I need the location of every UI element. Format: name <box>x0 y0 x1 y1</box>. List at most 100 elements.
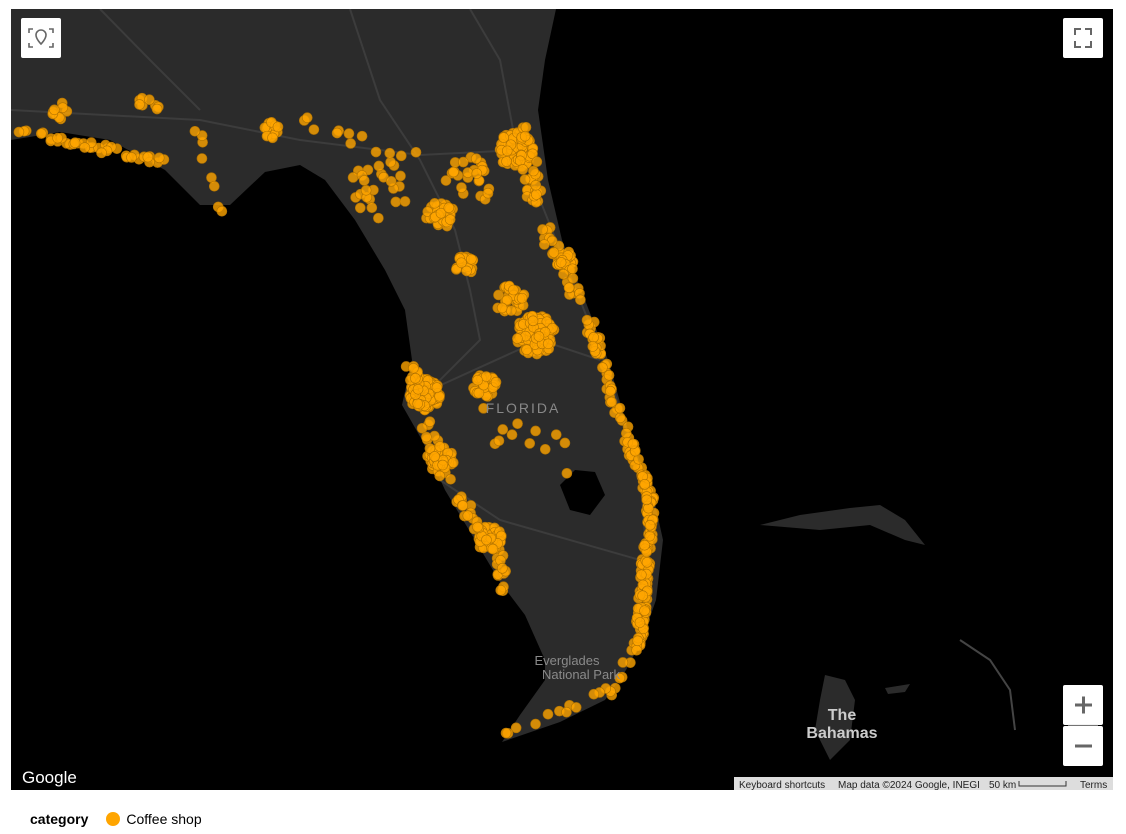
coffee-shop-marker[interactable] <box>343 128 355 139</box>
coffee-shop-marker[interactable] <box>641 494 653 506</box>
coffee-shop-marker[interactable] <box>471 168 483 179</box>
coffee-shop-marker[interactable] <box>497 563 508 574</box>
coffee-shop-marker[interactable] <box>603 370 615 381</box>
coffee-shop-marker[interactable] <box>634 617 646 628</box>
coffee-shop-marker[interactable] <box>347 172 359 183</box>
coffee-shop-marker[interactable] <box>399 196 411 207</box>
coffee-shop-marker[interactable] <box>472 374 483 386</box>
coffee-shop-marker[interactable] <box>510 722 522 734</box>
coffee-shop-marker[interactable] <box>445 473 456 485</box>
coffee-shop-marker[interactable] <box>456 182 467 193</box>
coffee-shop-marker[interactable] <box>521 344 533 356</box>
coffee-shop-marker[interactable] <box>520 121 532 133</box>
coffee-shop-marker[interactable] <box>79 142 91 153</box>
coffee-shop-marker[interactable] <box>429 198 440 209</box>
coffee-shop-marker[interactable] <box>435 207 447 219</box>
coffee-shop-marker[interactable] <box>434 441 446 452</box>
coffee-shop-marker[interactable] <box>196 153 208 164</box>
coffee-shop-marker[interactable] <box>470 153 482 164</box>
coffee-shop-marker[interactable] <box>644 530 656 542</box>
coffee-shop-marker[interactable] <box>524 438 536 449</box>
coffee-shop-marker[interactable] <box>462 510 474 522</box>
coffee-shop-marker[interactable] <box>456 257 467 269</box>
coffee-shop-marker[interactable] <box>542 708 554 720</box>
coffee-shop-marker[interactable] <box>567 263 578 275</box>
coffee-shop-marker[interactable] <box>189 125 201 137</box>
coffee-shop-marker[interactable] <box>431 382 443 393</box>
coffee-shop-marker[interactable] <box>412 398 424 409</box>
coffee-shop-marker[interactable] <box>69 137 81 149</box>
coffee-shop-marker[interactable] <box>639 479 651 490</box>
locate-button[interactable] <box>21 18 61 58</box>
coffee-shop-marker[interactable] <box>501 294 513 306</box>
coffee-shop-marker[interactable] <box>559 437 571 449</box>
coffee-shop-marker[interactable] <box>500 727 512 739</box>
coffee-shop-marker[interactable] <box>424 443 436 454</box>
coffee-shop-marker[interactable] <box>301 112 313 123</box>
coffee-shop-marker[interactable] <box>614 672 626 684</box>
coffee-shop-marker[interactable] <box>530 179 542 191</box>
coffee-shop-marker[interactable] <box>495 584 507 596</box>
coffee-shop-marker[interactable] <box>444 214 456 225</box>
coffee-shop-marker[interactable] <box>385 176 397 187</box>
coffee-shop-marker[interactable] <box>617 657 629 668</box>
coffee-shop-marker[interactable] <box>390 196 402 208</box>
coffee-shop-marker[interactable] <box>530 718 541 730</box>
coffee-shop-marker[interactable] <box>493 289 504 301</box>
coffee-shop-marker[interactable] <box>539 443 551 455</box>
coffee-shop-marker[interactable] <box>527 315 539 327</box>
coffee-shop-marker[interactable] <box>384 147 396 159</box>
coffee-shop-marker[interactable] <box>410 372 421 384</box>
coffee-shop-marker[interactable] <box>497 424 509 435</box>
coffee-shop-marker[interactable] <box>563 282 575 294</box>
coffee-shop-marker[interactable] <box>588 332 599 343</box>
coffee-shop-marker[interactable] <box>462 167 474 178</box>
coffee-shop-marker[interactable] <box>621 427 632 439</box>
coffee-shop-marker[interactable] <box>478 403 489 414</box>
coffee-shop-marker[interactable] <box>440 175 452 186</box>
coffee-shop-marker[interactable] <box>49 104 60 116</box>
coffee-shop-marker[interactable] <box>528 165 539 177</box>
coffee-shop-marker[interactable] <box>308 124 320 135</box>
coffee-shop-marker[interactable] <box>597 362 608 373</box>
coffee-shop-marker[interactable] <box>512 333 523 344</box>
coffee-shop-marker[interactable] <box>412 383 424 395</box>
coffee-shop-marker[interactable] <box>561 706 572 718</box>
coffee-shop-marker[interactable] <box>345 138 356 149</box>
coffee-shop-marker[interactable] <box>142 151 154 163</box>
coffee-shop-marker[interactable] <box>35 128 47 139</box>
coffee-shop-marker[interactable] <box>370 146 382 158</box>
coffee-shop-marker[interactable] <box>358 175 370 186</box>
coffee-shop-marker[interactable] <box>519 130 531 142</box>
coffee-shop-marker[interactable] <box>354 202 366 214</box>
coffee-shop-marker[interactable] <box>373 160 385 172</box>
coffee-shop-marker[interactable] <box>448 166 459 178</box>
coffee-shop-marker[interactable] <box>448 457 459 468</box>
coffee-shop-marker[interactable] <box>331 127 343 139</box>
coffee-shop-marker[interactable] <box>416 422 428 434</box>
coffee-shop-marker[interactable] <box>636 569 647 581</box>
coffee-shop-marker[interactable] <box>641 557 653 568</box>
coffee-shop-marker[interactable] <box>512 418 523 429</box>
coffee-shop-marker[interactable] <box>461 265 472 277</box>
coffee-shop-marker[interactable] <box>216 205 228 217</box>
coffee-shop-marker[interactable] <box>395 170 406 182</box>
zoom-in-button[interactable] <box>1063 685 1103 725</box>
coffee-shop-marker[interactable] <box>424 416 436 427</box>
coffee-shop-marker[interactable] <box>385 156 396 168</box>
coffee-shop-marker[interactable] <box>550 429 562 440</box>
coffee-shop-marker[interactable] <box>614 402 626 414</box>
coffee-shop-marker[interactable] <box>508 284 519 296</box>
coffee-shop-marker[interactable] <box>537 224 548 235</box>
coffee-shop-marker[interactable] <box>52 132 63 144</box>
coffee-shop-marker[interactable] <box>356 130 368 142</box>
coffee-shop-marker[interactable] <box>531 189 542 200</box>
keyboard-shortcuts[interactable]: Keyboard shortcuts <box>739 780 825 791</box>
coffee-shop-marker[interactable] <box>581 314 593 326</box>
coffee-shop-marker[interactable] <box>437 459 448 471</box>
coffee-shop-marker[interactable] <box>644 520 656 531</box>
coffee-shop-marker[interactable] <box>457 500 469 511</box>
coffee-shop-marker[interactable] <box>631 644 642 656</box>
coffee-shop-marker[interactable] <box>639 539 650 551</box>
coffee-shop-marker[interactable] <box>542 338 554 350</box>
